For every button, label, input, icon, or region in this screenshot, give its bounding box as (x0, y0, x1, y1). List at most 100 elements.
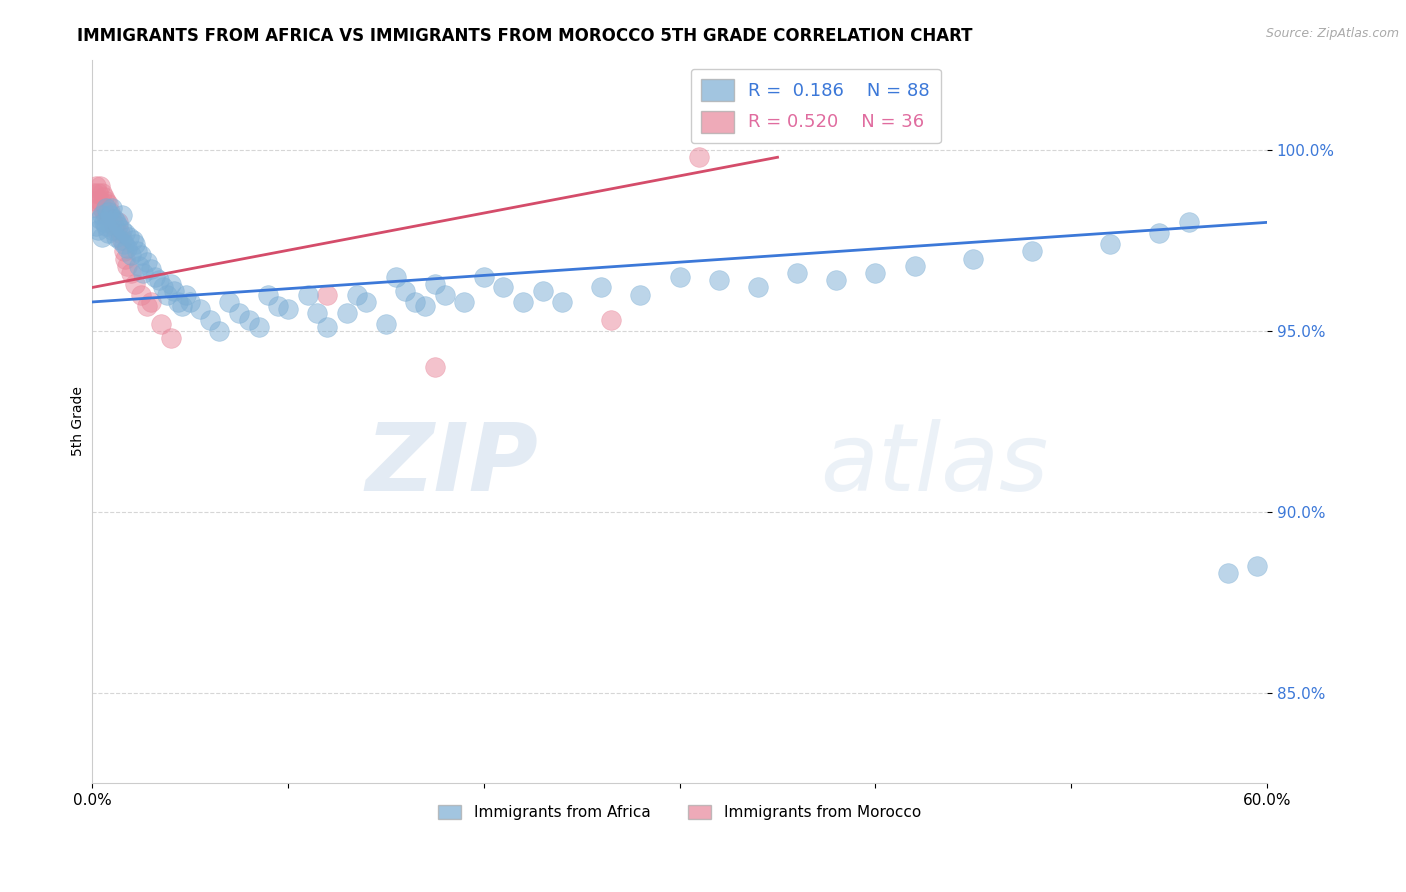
Point (89, 179, 111, 194)
Point (174, 287, 197, 301)
Point (228, 306, 250, 320)
Point (238, 313, 260, 327)
Point (688, 150, 710, 164)
Point (472, 269, 495, 284)
Point (84, 194, 107, 208)
Point (107, 219, 129, 233)
Text: Source: ZipAtlas.com: Source: ZipAtlas.com (1265, 27, 1399, 40)
Point (1246, 559, 1268, 574)
Point (117, 241, 139, 255)
Point (600, 313, 623, 327)
Legend: Immigrants from Africa, Immigrants from Morocco: Immigrants from Africa, Immigrants from … (432, 798, 927, 826)
Point (120, 248, 142, 262)
Point (316, 287, 339, 301)
Point (136, 255, 159, 269)
Point (336, 306, 359, 320)
Y-axis label: 5th Grade: 5th Grade (72, 386, 86, 456)
Point (91, 208, 114, 222)
Point (707, 273, 730, 287)
Point (218, 295, 240, 310)
Text: ZIP: ZIP (366, 418, 538, 511)
Point (1099, 237, 1122, 252)
Point (87, 222, 110, 236)
Point (127, 244, 149, 259)
Point (356, 295, 378, 310)
Point (825, 273, 848, 287)
Point (103, 219, 125, 233)
Point (103, 211, 125, 226)
Point (453, 295, 475, 310)
Point (163, 284, 186, 298)
Point (97, 215, 120, 229)
Point (159, 331, 181, 345)
Point (512, 295, 534, 310)
Text: IMMIGRANTS FROM AFRICA VS IMMIGRANTS FROM MOROCCO 5TH GRADE CORRELATION CHART: IMMIGRANTS FROM AFRICA VS IMMIGRANTS FRO… (77, 27, 973, 45)
Point (384, 269, 406, 284)
Point (97, 197, 120, 211)
Point (94, 219, 117, 233)
Point (423, 360, 446, 375)
Point (124, 277, 146, 291)
Point (551, 295, 574, 310)
Point (257, 287, 280, 301)
Point (98, 204, 121, 219)
Point (110, 222, 132, 236)
Point (104, 215, 127, 229)
Point (128, 259, 150, 273)
Point (962, 252, 984, 266)
Point (87, 201, 110, 215)
Point (114, 252, 136, 266)
Point (404, 295, 426, 310)
Point (167, 295, 190, 310)
Point (132, 266, 155, 280)
Point (118, 230, 141, 244)
Point (83, 186, 105, 201)
Point (1177, 215, 1199, 229)
Point (143, 269, 166, 284)
Point (112, 244, 135, 259)
Point (122, 234, 145, 248)
Point (97, 204, 120, 219)
Point (267, 299, 290, 313)
Point (423, 277, 446, 291)
Point (104, 230, 127, 244)
Point (94, 208, 117, 222)
Point (129, 248, 152, 262)
Point (152, 280, 174, 294)
Point (110, 234, 132, 248)
Point (100, 222, 122, 236)
Point (91, 201, 114, 215)
Point (747, 280, 769, 294)
Point (198, 313, 221, 327)
Point (100, 201, 122, 215)
Point (112, 237, 135, 252)
Point (148, 273, 170, 287)
Point (94, 201, 117, 215)
Point (149, 317, 172, 331)
Point (159, 277, 181, 291)
Point (1149, 226, 1171, 240)
Point (98, 208, 121, 222)
Point (630, 287, 652, 301)
Point (108, 234, 131, 248)
Point (297, 287, 319, 301)
Point (110, 208, 132, 222)
Point (188, 302, 211, 317)
Point (93, 204, 115, 219)
Point (179, 295, 201, 310)
Point (668, 269, 690, 284)
Point (591, 280, 613, 294)
Point (1021, 244, 1043, 259)
Point (97, 226, 120, 240)
Point (172, 299, 194, 313)
Point (374, 317, 396, 331)
Point (786, 266, 808, 280)
Point (129, 287, 152, 301)
Point (93, 215, 115, 229)
Point (208, 324, 231, 338)
Point (120, 266, 142, 280)
Point (277, 302, 299, 317)
Text: atlas: atlas (821, 419, 1049, 510)
Point (155, 287, 177, 301)
Point (139, 295, 162, 310)
